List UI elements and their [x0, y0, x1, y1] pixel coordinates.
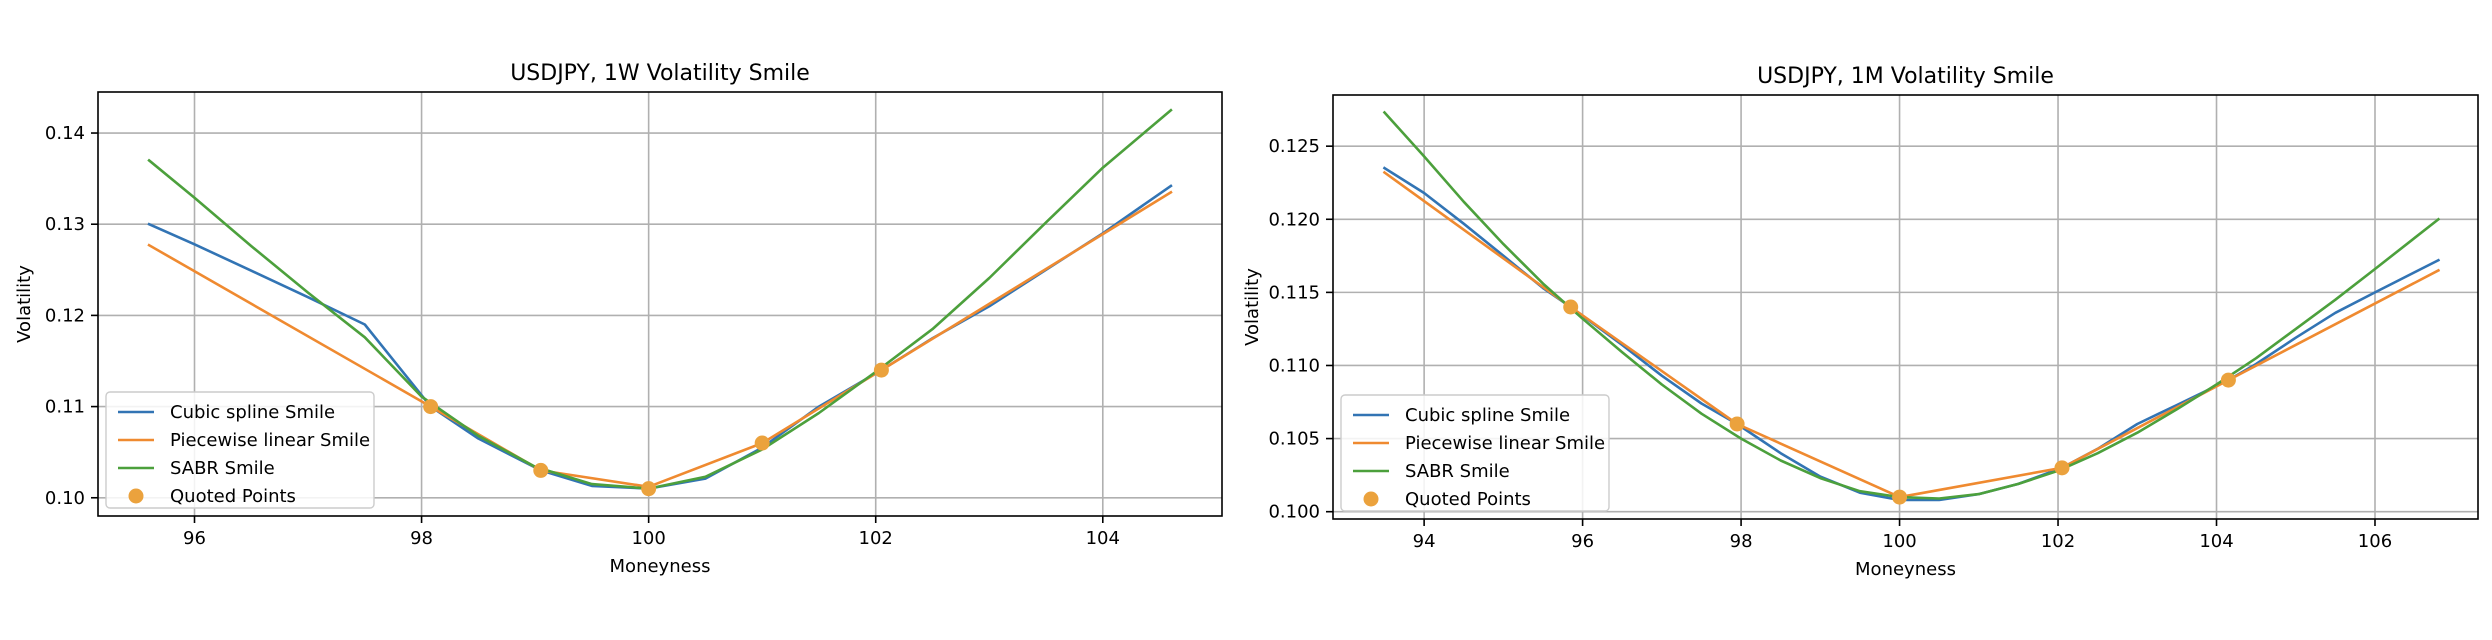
legend: Cubic spline Smile Piecewise linear Smile…	[105, 391, 375, 509]
y-tick-label: 0.12	[45, 305, 85, 326]
quoted-point	[533, 462, 549, 478]
x-tick-label: 106	[2358, 531, 2392, 552]
quoted-point	[1563, 299, 1579, 315]
quoted-point	[641, 481, 657, 497]
legend-label: SABR Smile	[1405, 461, 1510, 482]
quoted-point	[2220, 372, 2236, 388]
x-tick-label: 100	[631, 528, 665, 549]
x-tick-label: 98	[410, 528, 433, 549]
quoted-point	[873, 362, 889, 378]
legend-label: Piecewise linear Smile	[1405, 433, 1605, 454]
legend-label: SABR Smile	[170, 458, 275, 479]
x-tick-label: 96	[1571, 531, 1594, 552]
y-tick-label: 0.105	[1268, 429, 1320, 450]
chart-title: USDJPY, 1W Volatility Smile	[510, 61, 810, 86]
legend-label: Cubic spline Smile	[1405, 405, 1570, 426]
y-tick-label: 0.120	[1268, 209, 1320, 230]
x-tick-label: 102	[859, 528, 893, 549]
legend-box	[105, 391, 375, 509]
axes-frame	[97, 91, 1223, 517]
quoted-point	[1892, 489, 1908, 505]
x-tick-label: 94	[1413, 531, 1436, 552]
y-tick-label: 0.125	[1268, 136, 1320, 157]
quoted-point	[754, 435, 770, 451]
x-tick-label: 104	[2199, 531, 2233, 552]
legend-label: Cubic spline Smile	[170, 402, 335, 423]
plot-area	[1382, 110, 2441, 505]
chart-title: USDJPY, 1M Volatility Smile	[1757, 64, 2054, 89]
quoted-point	[2054, 460, 2070, 476]
x-tick-label: 100	[1882, 531, 1916, 552]
axes-frame	[1332, 94, 2479, 520]
legend-label: Quoted Points	[1405, 489, 1531, 510]
y-tick-label: 0.100	[1268, 502, 1320, 523]
chart-panel-1: 96 98 100 102 104 0.10 0.11 0.12 0.13 0.14 USDJPY,…	[14, 61, 1223, 577]
plot-area	[147, 108, 1173, 497]
legend-label: Quoted Points	[170, 486, 296, 507]
legend-swatch	[128, 488, 144, 504]
y-tick-label: 0.11	[45, 397, 85, 418]
x-axis-label: Moneyness	[1855, 559, 1956, 580]
x-tick-label: 104	[1086, 528, 1120, 549]
legend: Cubic spline Smile Piecewise linear Smile…	[1340, 394, 1610, 512]
legend-swatch	[1363, 491, 1379, 507]
quoted-point	[423, 399, 439, 415]
x-tick-label: 98	[1730, 531, 1753, 552]
quoted-point	[1729, 416, 1745, 432]
y-tick-label: 0.14	[45, 123, 85, 144]
x-tick-label: 102	[2041, 531, 2075, 552]
x-tick-label: 96	[183, 528, 206, 549]
x-axis-label: Moneyness	[610, 556, 711, 577]
chart-panel-2: 94 96 98 100 102 104 106 0.100 0.105 0.110 0.115 0.…	[1242, 64, 2479, 580]
legend-box	[1340, 394, 1610, 512]
y-tick-label: 0.110	[1268, 355, 1320, 376]
y-tick-label: 0.115	[1268, 282, 1320, 303]
y-tick-label: 0.13	[45, 214, 85, 235]
y-tick-label: 0.10	[45, 488, 85, 509]
y-axis-label: Volatility	[14, 265, 35, 343]
legend-label: Piecewise linear Smile	[170, 430, 370, 451]
y-axis-label: Volatility	[1242, 268, 1263, 346]
